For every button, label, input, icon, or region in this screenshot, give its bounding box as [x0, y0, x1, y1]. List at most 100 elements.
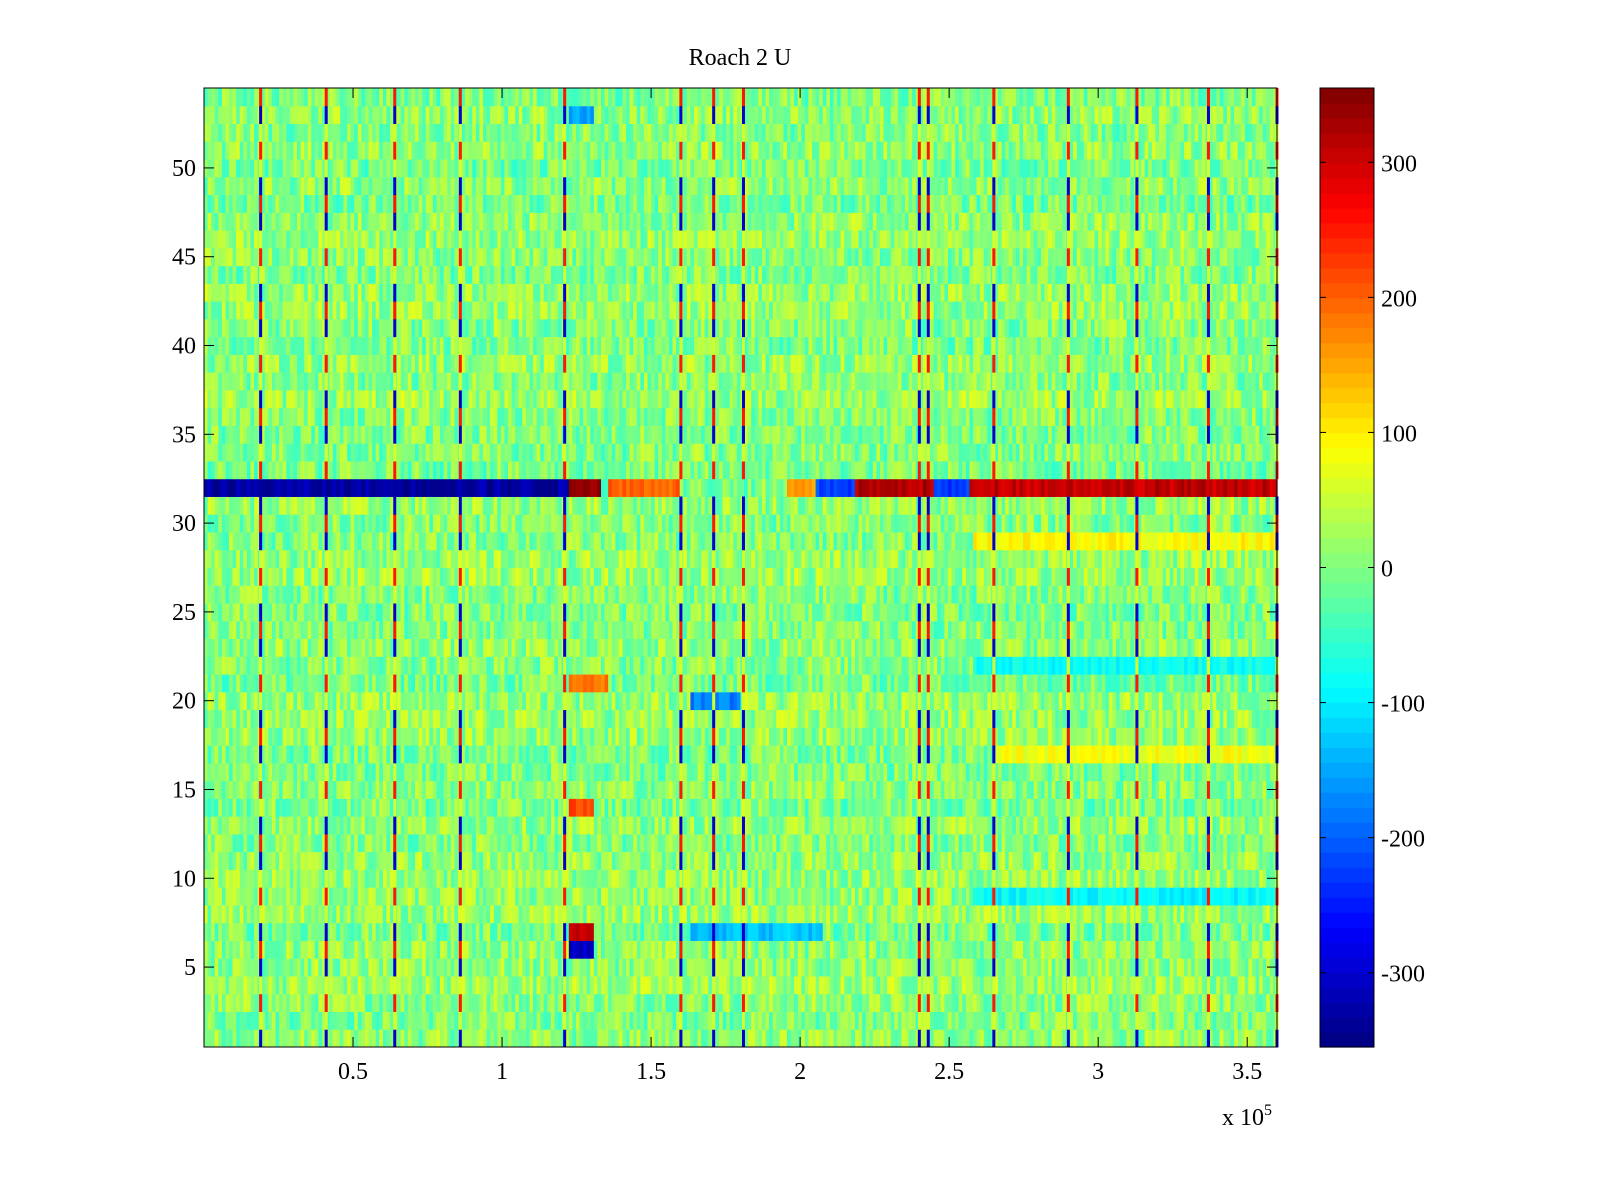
heatmap-cell [826, 922, 831, 941]
heatmap-cell [815, 816, 820, 835]
heatmap-cell [1030, 922, 1035, 941]
heatmap-cell [597, 975, 602, 995]
heatmap-cell [636, 1011, 641, 1030]
heatmap-cell [254, 762, 259, 782]
heatmap-cell [1248, 816, 1253, 835]
heatmap-cell [329, 833, 334, 853]
heatmap-cell [1062, 816, 1067, 835]
heatmap-cell [819, 745, 824, 764]
heatmap-cell [1091, 1011, 1096, 1030]
heatmap-cell [554, 833, 559, 853]
heatmap-cell [436, 745, 441, 764]
heatmap-cell [311, 887, 316, 906]
heatmap-cell [1194, 869, 1199, 888]
heatmap-cell [1015, 816, 1021, 835]
heatmap-cell [1223, 762, 1228, 782]
heatmap-cell [322, 958, 327, 977]
heatmap-cell [633, 993, 638, 1012]
heatmap-cell [729, 833, 734, 853]
heatmap-cell [482, 798, 488, 817]
heatmap-cell [633, 745, 638, 764]
heatmap-cell [311, 1011, 316, 1030]
heatmap-cell [575, 745, 581, 764]
heatmap-cell [336, 816, 341, 835]
heatmap-cell [608, 1029, 613, 1048]
heatmap-cell [479, 833, 484, 853]
heatmap-cell [229, 798, 234, 817]
heatmap-cell [518, 833, 523, 853]
heatmap-cell [1130, 833, 1135, 853]
heatmap-cell [597, 1011, 602, 1030]
heatmap-cell [686, 993, 692, 1012]
heatmap-cell [1062, 798, 1067, 817]
heatmap-cell [554, 851, 559, 870]
heatmap-cell [254, 1029, 259, 1048]
heatmap-cell [758, 745, 763, 764]
heatmap-cell [275, 780, 280, 799]
heatmap-cell [822, 798, 827, 817]
heatmap-cell [683, 975, 688, 995]
heatmap-cell [1155, 798, 1160, 817]
heatmap-cell [1141, 780, 1146, 799]
heatmap-cell [375, 975, 380, 995]
heatmap-cell [826, 975, 831, 995]
heatmap-cell [776, 975, 781, 995]
heatmap-cell [411, 1029, 416, 1048]
heatmap-cell [890, 798, 895, 817]
heatmap-cell [558, 869, 563, 888]
heatmap-cell [440, 975, 445, 995]
heatmap-cell [676, 993, 681, 1012]
heatmap-cell [364, 958, 370, 977]
heatmap-cell [651, 762, 656, 782]
heatmap-cell [447, 816, 452, 835]
heatmap-cell [633, 887, 638, 906]
heatmap-cell [890, 851, 895, 870]
heatmap-cell [665, 762, 670, 782]
heatmap-cell [422, 975, 427, 995]
heatmap-cell [833, 975, 838, 995]
heatmap-cell [661, 993, 666, 1012]
heatmap-cell [962, 993, 967, 1012]
heatmap-cell [504, 940, 509, 959]
heatmap-cell [1251, 975, 1257, 995]
heatmap-cell [726, 904, 731, 924]
heatmap-cell [497, 798, 502, 817]
heatmap-cell [236, 922, 241, 941]
heatmap-cell [933, 1029, 938, 1048]
heatmap-cell [547, 798, 552, 817]
heatmap-cell [1123, 975, 1128, 995]
heatmap-cell [525, 975, 531, 995]
heatmap-cell [271, 869, 277, 888]
heatmap-cell [1226, 940, 1232, 959]
heatmap-cell [322, 869, 327, 888]
heatmap-cell [229, 975, 234, 995]
heatmap-cell [790, 869, 795, 888]
heatmap-cell [951, 958, 956, 977]
heatmap-cell [976, 904, 981, 924]
heatmap-cell [1112, 958, 1117, 977]
heatmap-cell [715, 904, 720, 924]
heatmap-cell [461, 833, 466, 853]
heatmap-cell [797, 798, 802, 817]
heatmap-cell [629, 869, 634, 888]
heatmap-cell [1141, 887, 1146, 906]
heatmap-cell [1198, 975, 1203, 995]
heatmap-cell [629, 762, 634, 782]
heatmap-cell [869, 780, 874, 799]
heatmap-cell [1230, 975, 1235, 995]
heatmap-cell [347, 1029, 352, 1048]
heatmap-cell [229, 1029, 234, 1048]
heatmap-cell [1162, 798, 1167, 817]
heatmap-cell [601, 851, 606, 870]
heatmap-cell [833, 780, 838, 799]
heatmap-cell [479, 887, 484, 906]
heatmap-cell [626, 798, 631, 817]
heatmap-cell [812, 816, 817, 835]
heatmap-cell [744, 798, 749, 817]
heatmap-cell [1019, 1011, 1024, 1030]
heatmap-cell [422, 922, 427, 941]
heatmap-cell [772, 975, 777, 995]
heatmap-cell [729, 816, 734, 835]
heatmap-cell [1201, 833, 1207, 853]
heatmap-cell [518, 993, 523, 1012]
